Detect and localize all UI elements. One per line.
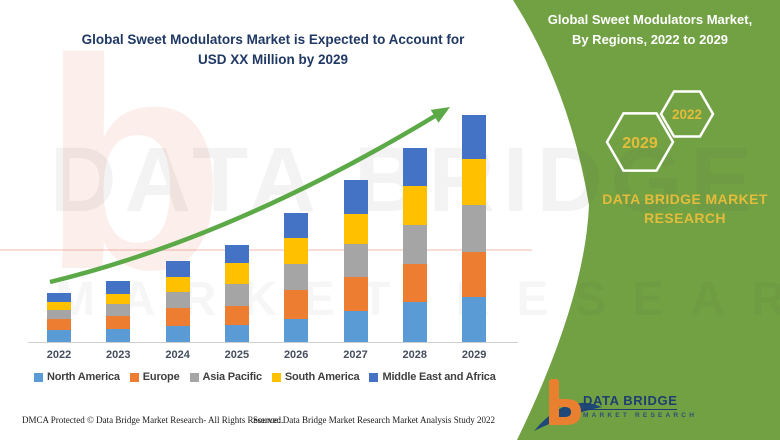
legend-label: North America: [47, 371, 120, 383]
panel-title-line2: By Regions, 2022 to 2029: [571, 32, 729, 47]
panel-brand-text: DATA BRIDGE MARKET RESEARCH: [565, 190, 780, 228]
legend-item: South America: [271, 371, 360, 383]
x-axis-label-2027: 2027: [343, 349, 368, 361]
footer-source-text: Source: Data Bridge Market Research Mark…: [253, 415, 495, 425]
legend-swatch-icon: [369, 372, 379, 382]
logo-brand-name: DATA BRIDGE: [583, 393, 678, 410]
watermark-text-marketresearch: MARKET RESEARCH: [55, 273, 780, 326]
legend-swatch-icon: [34, 372, 43, 382]
bar-segment-north-america: [224, 325, 249, 343]
bar-segment-middle-east-and-africa: [224, 245, 249, 263]
legend-label: South America: [284, 371, 360, 383]
bar-segment-south-america: [284, 238, 309, 264]
panel-title-line1: Global Sweet Modulators Market,: [547, 12, 753, 27]
legend-item: Europe: [129, 371, 180, 383]
footer-dmca-text: DMCA Protected © Data Bridge Market Rese…: [22, 415, 284, 425]
logo-b-stem: [549, 379, 559, 425]
chart-legend: North America Europe Asia Pacific South Ame…: [34, 371, 496, 383]
panel-brand-line1: DATA BRIDGE MARKET: [602, 191, 768, 207]
x-axis-label-2025: 2025: [224, 349, 250, 361]
chart-title: Global Sweet Modulators Market is Expect…: [28, 30, 518, 70]
x-axis-label-2026: 2026: [283, 349, 309, 361]
legend-label: Europe: [142, 371, 180, 383]
x-axis-label-2023: 2023: [106, 349, 131, 361]
chart-title-line2: USD XX Million by 2029: [197, 52, 349, 67]
legend-swatch-icon: [129, 372, 139, 382]
legend-swatch-icon: [271, 372, 281, 382]
x-axis-label-2022: 2022: [46, 349, 72, 361]
x-axis-label-2028: 2028: [402, 349, 428, 361]
x-axis-label-2029: 2029: [461, 349, 487, 361]
x-axis-line: [28, 342, 518, 343]
chart-title-line1: Global Sweet Modulators Market is Expect…: [81, 32, 465, 47]
legend-item: North America: [34, 371, 120, 383]
logo-b-bowl: [549, 399, 581, 425]
panel-title: Global Sweet Modulators Market, By Regio…: [520, 10, 780, 50]
legend-swatch-icon: [189, 372, 199, 382]
legend-label: Middle East and Africa: [382, 371, 496, 383]
watermark-red-line: [0, 249, 532, 251]
x-axis-label-2024: 2024: [165, 349, 190, 361]
legend-label: Asia Pacific: [202, 371, 263, 383]
legend-item: Middle East and Africa: [369, 371, 496, 383]
panel-brand-line2: RESEARCH: [644, 210, 726, 226]
logo-brand-subtitle: MARKET RESEARCH: [583, 412, 698, 419]
legend-item: Asia Pacific: [189, 371, 263, 383]
trend-arrow-head: [430, 107, 450, 123]
hexagon-2022-label: 2022: [672, 107, 702, 122]
